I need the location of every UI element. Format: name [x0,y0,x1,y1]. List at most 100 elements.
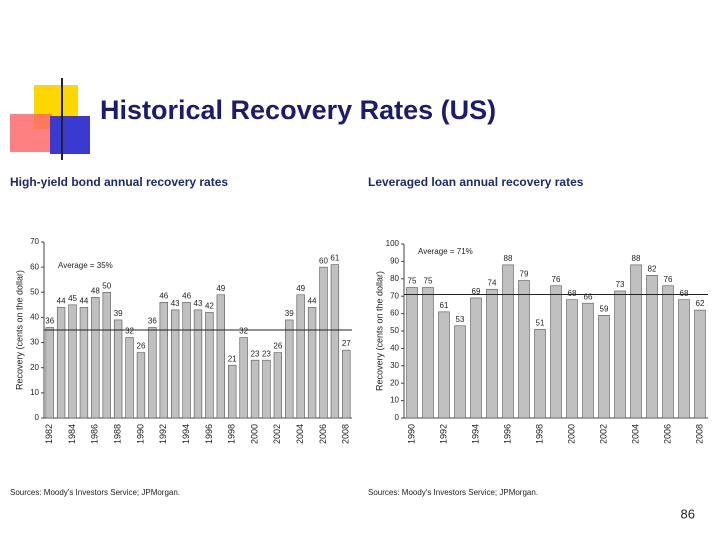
bar [296,294,305,419]
data-label: 27 [342,339,351,348]
chart-title: High-yield bond annual recovery rates [10,175,228,189]
data-label: 76 [552,275,561,284]
data-label: 39 [114,309,123,318]
y-axis-label: Recovery (cents on the dollar) [14,270,24,390]
bar [239,337,248,419]
y-tick-label: 100 [386,239,400,248]
bar [273,352,283,419]
chart-title: Leveraged loan annual recovery rates [368,175,584,189]
annotation: Average = 35% [58,261,113,270]
data-label: 49 [216,284,225,293]
data-label: 62 [696,299,705,308]
data-label: 66 [584,292,593,301]
x-tick-label: 1982 [44,424,54,444]
bar [422,287,434,419]
source: Sources: Moody's Investors Service; JPMo… [368,488,538,497]
x-tick-label: 2000 [566,424,576,444]
y-tick-label: 10 [390,396,399,405]
x-tick-label: 1984 [67,424,77,444]
x-tick-label: 1996 [502,424,512,444]
x-tick-label: 1990 [135,424,145,444]
data-label: 61 [330,254,339,263]
data-label: 43 [171,299,180,308]
data-label: 68 [680,289,689,298]
bar [68,304,77,419]
bar [694,309,706,419]
data-label: 23 [251,349,260,358]
data-label: 51 [536,318,545,327]
bar [79,307,89,419]
data-label: 26 [273,342,282,351]
data-label: 76 [664,275,673,284]
data-label: 46 [182,291,191,300]
data-label: 61 [440,301,449,310]
bar [113,319,123,419]
data-label: 79 [520,270,529,279]
x-tick-label: 1996 [204,424,214,444]
y-tick-label: 70 [390,291,399,300]
data-label: 26 [137,342,146,351]
page-number: 86 [681,506,695,521]
y-tick-label: 0 [35,413,40,422]
bar [171,309,180,419]
x-tick-label: 1988 [113,424,123,444]
y-tick-label: 20 [390,378,399,387]
data-label: 59 [600,304,609,313]
bar [454,325,466,419]
y-tick-label: 0 [395,413,400,422]
bar [125,337,134,419]
data-label: 42 [205,302,214,311]
deco-square [10,114,52,152]
y-tick-label: 80 [390,274,399,283]
data-label: 39 [285,309,294,318]
bar [582,302,594,419]
bar [205,312,214,419]
bar [438,311,450,419]
bar [216,294,225,419]
y-tick-label: 50 [30,287,39,296]
y-axis-label: Recovery (cents on the dollar) [374,271,384,391]
y-tick-label: 50 [390,326,399,335]
bar [262,359,271,419]
bar [159,302,168,419]
bar [630,264,642,419]
bar [614,290,626,419]
x-tick-label: 1986 [90,424,100,444]
bar [518,280,530,419]
data-label: 32 [239,327,248,336]
annotation: Average = 71% [418,247,473,256]
y-tick-label: 30 [30,338,39,347]
data-label: 36 [45,317,54,326]
y-tick-label: 40 [390,344,399,353]
data-label: 44 [308,296,317,305]
data-label: 43 [194,299,203,308]
x-tick-label: 2008 [341,424,351,444]
x-tick-label: 2004 [295,424,305,444]
x-tick-label: 1992 [158,424,168,444]
bar [307,307,317,419]
source: Sources: Moody's Investors Service; JPMo… [10,488,180,497]
bar [193,309,203,419]
bar [148,327,157,419]
bar [56,307,66,419]
x-tick-label: 1994 [470,424,480,444]
x-tick-label: 1994 [181,424,191,444]
deco-square [50,116,90,154]
y-tick-label: 90 [390,257,399,266]
slide-title: Historical Recovery Rates (US) [100,95,496,125]
data-label: 36 [148,317,157,326]
x-tick-label: 2002 [272,424,282,444]
data-label: 69 [472,287,481,296]
data-label: 32 [125,327,134,336]
data-label: 48 [91,286,100,295]
bar [136,352,146,419]
bar [566,299,578,419]
x-tick-label: 2006 [662,424,672,444]
bar [228,364,237,419]
bar [250,359,260,419]
y-tick-label: 30 [390,361,399,370]
data-label: 49 [296,284,305,293]
data-label: 82 [648,264,657,273]
x-tick-label: 1998 [534,424,544,444]
data-label: 88 [504,254,513,263]
